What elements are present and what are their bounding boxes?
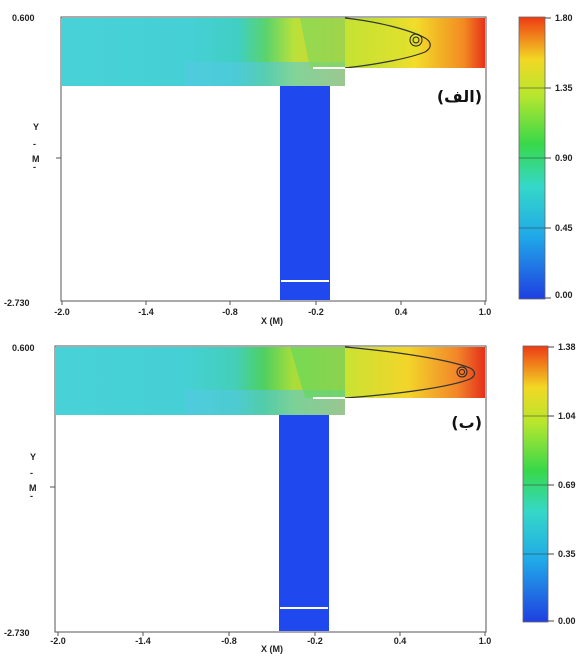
- y-axis-unit: M: [29, 483, 37, 493]
- x-tick-label: -0.8: [221, 636, 237, 646]
- svg-text:-: -: [33, 139, 36, 149]
- colorbar-tick: 1.04: [558, 411, 576, 421]
- contour-panel-b: 0.600 -2.730 Y - M - -2.0 -1.4 -0.8 -0.2…: [0, 330, 588, 655]
- contour-plot-b: 0.600 -2.730 Y - M - -2.0 -1.4 -0.8 -0.2…: [4, 342, 576, 654]
- contour-plot-a: 0.600 -2.730 Y - M - -2.0 -1.4 -0.8 -0.2…: [4, 13, 573, 326]
- svg-text:-: -: [30, 468, 33, 478]
- y-axis-label: Y: [30, 452, 36, 462]
- colorbar-tick: 0.00: [555, 290, 573, 300]
- x-tick-label: 0.4: [395, 307, 408, 317]
- y-axis-label: Y: [33, 122, 39, 132]
- colorbar-tick: 1.80: [555, 13, 573, 23]
- x-tick-label: -1.4: [135, 636, 151, 646]
- panel-label: (الف): [437, 87, 482, 106]
- x-tick-label: -2.0: [54, 307, 70, 317]
- contour-panel-a: 0.600 -2.730 Y - M - -2.0 -1.4 -0.8 -0.2…: [4, 13, 573, 326]
- colorbar-tick: 0.00: [558, 616, 576, 626]
- colorbar-tick: 0.45: [555, 223, 573, 233]
- y-top-label: 0.600: [12, 343, 35, 353]
- x-tick-label: -0.2: [308, 307, 324, 317]
- x-tick-label: 1.0: [479, 307, 492, 317]
- y-top-label: 0.600: [12, 13, 35, 23]
- colorbar-tick: 1.35: [555, 83, 573, 93]
- colorbar: [522, 345, 549, 623]
- contour-line: [344, 17, 431, 69]
- colorbar-tick: 0.90: [555, 153, 573, 163]
- x-axis-label: X (M): [261, 644, 283, 654]
- x-axis-ticks: -2.0 -1.4 -0.8 -0.2 0.4 1.0: [50, 632, 491, 646]
- x-tick-label: -0.8: [222, 307, 238, 317]
- svg-text:-: -: [30, 491, 33, 501]
- contour-line: [344, 346, 476, 399]
- y-axis-unit: M: [32, 154, 40, 164]
- x-axis-label: X (M): [261, 316, 283, 326]
- x-tick-label: 1.0: [479, 636, 492, 646]
- y-bottom-label: -2.730: [4, 628, 30, 638]
- colorbar-tick: 1.38: [558, 342, 576, 352]
- svg-text:-: -: [33, 162, 36, 172]
- x-tick-label: 0.4: [394, 636, 407, 646]
- panel-label: (ب): [451, 413, 482, 432]
- colorbar-tick: 0.69: [558, 480, 576, 490]
- x-axis-ticks: -2.0 -1.4 -0.8 -0.2 0.4 1.0: [54, 301, 491, 317]
- colorbar-tick: 0.35: [558, 549, 576, 559]
- y-bottom-label: -2.730: [4, 298, 30, 308]
- x-tick-label: -0.2: [307, 636, 323, 646]
- vertical-shaft: [280, 86, 330, 300]
- x-tick-label: -1.4: [138, 307, 154, 317]
- vertical-shaft: [279, 415, 329, 631]
- x-tick-label: -2.0: [50, 636, 66, 646]
